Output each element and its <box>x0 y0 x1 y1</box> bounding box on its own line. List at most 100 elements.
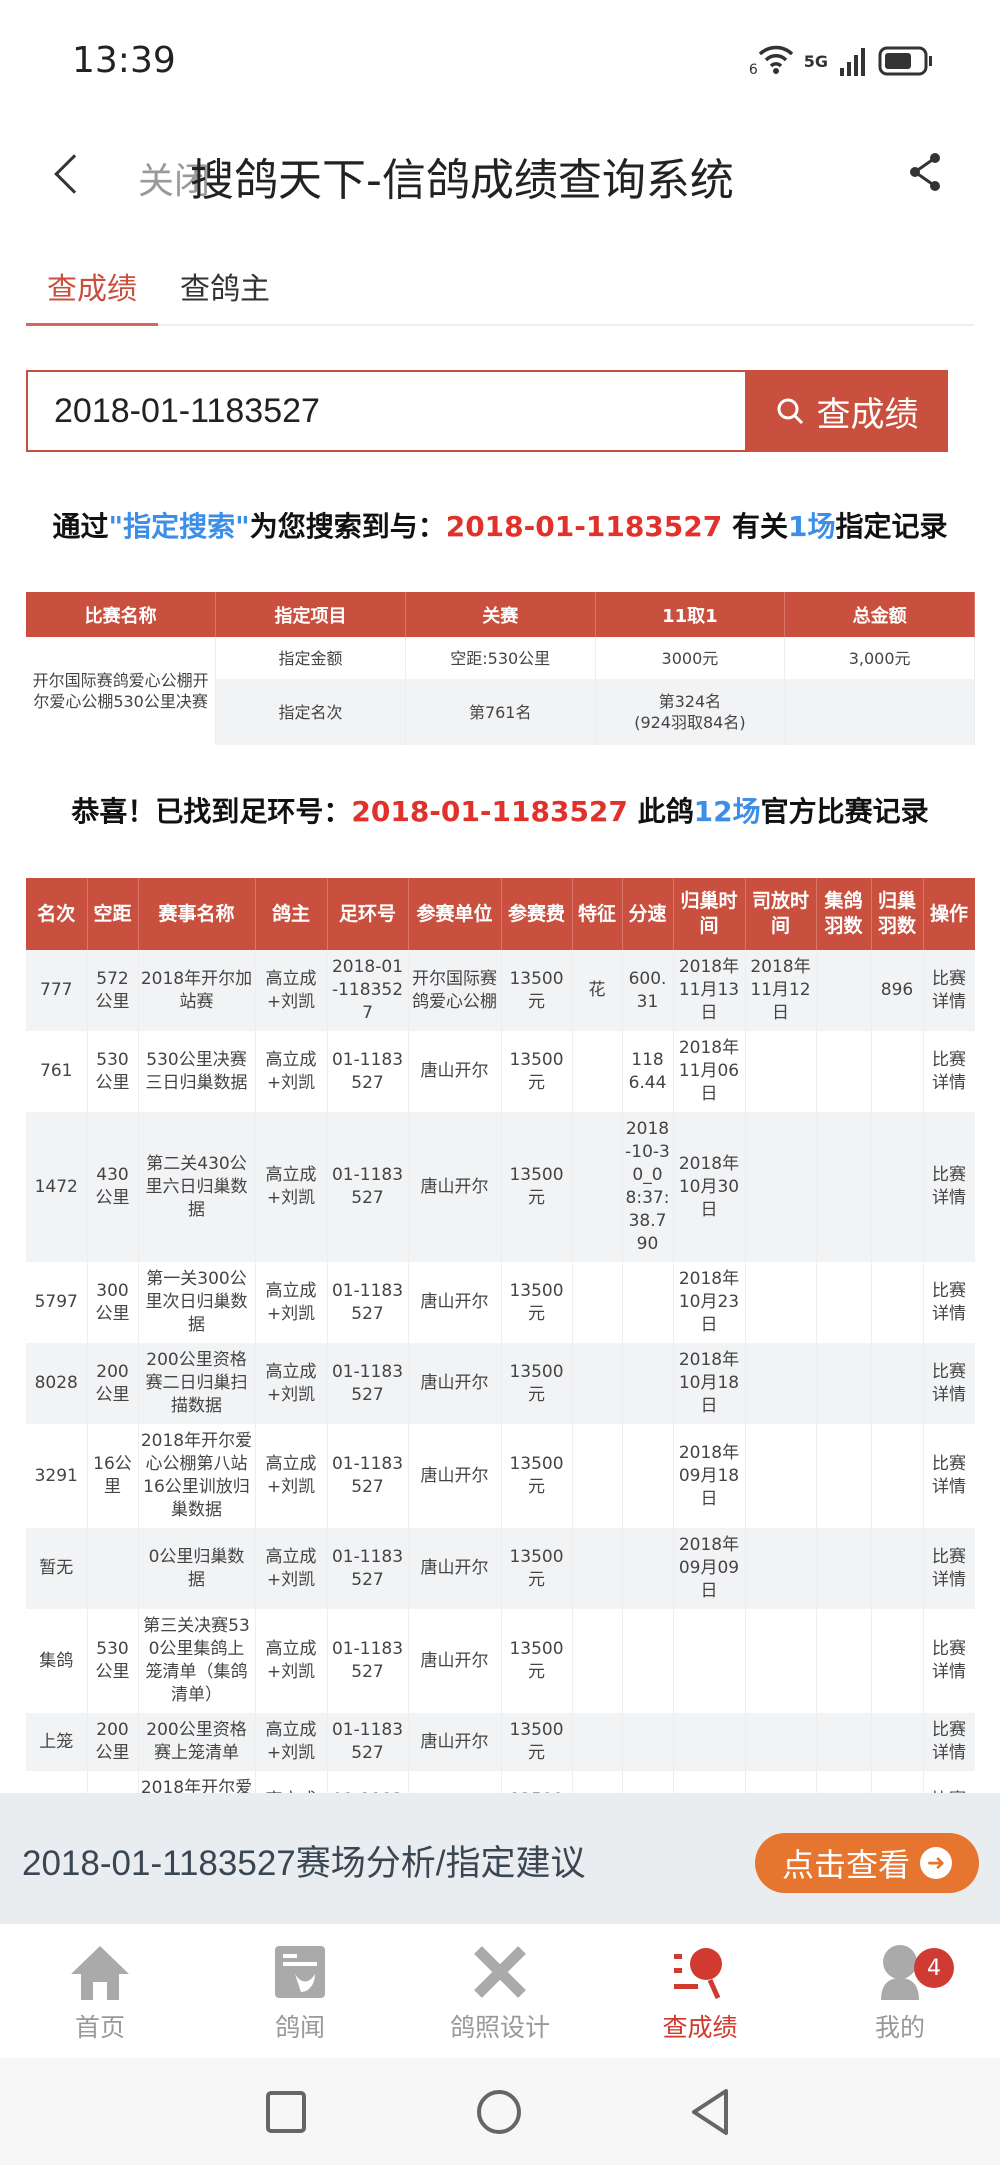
table-cell: 13500元 <box>501 950 573 1031</box>
nav-news[interactable]: 鸽闻 <box>200 1924 400 2058</box>
race-details-link[interactable]: 比赛详情 <box>923 1771 975 1793</box>
table-cell: 01-1183527 <box>327 1031 409 1112</box>
tab-query-results[interactable]: 查成绩 <box>47 272 137 307</box>
table-row: 5797 300公里 第一关300公里次日归巢数据 高立成+刘凯 01-1183527 唐… <box>26 1262 975 1343</box>
table-cell <box>622 1343 674 1424</box>
table-cell: 430公里 <box>87 1112 139 1262</box>
table-row: 761 530公里 530公里决赛三日归巢数据 高立成+刘凯 01-1183527 唐山开… <box>26 1031 975 1112</box>
column-header: 鸽主 <box>255 878 328 950</box>
analysis-banner-text: 2018-01-1183527赛场分析/指定建议 <box>22 1844 586 1883</box>
table-cell: 高立成+刘凯 <box>255 1528 328 1609</box>
search-button[interactable]: 查成绩 <box>745 370 948 452</box>
table-row: 上笼 200公里 200公里资格赛上笼清单 高立成+刘凯 01-1183527 唐山开尔 1… <box>26 1713 975 1771</box>
nav-photo-design[interactable]: 鸽照设计 <box>400 1924 600 2058</box>
table-cell: 集鸽 <box>26 1609 88 1713</box>
table-cell <box>622 1528 674 1609</box>
table-cell: 唐山开尔 <box>408 1771 502 1793</box>
table-cell <box>871 1771 924 1793</box>
back-chevron-icon[interactable] <box>54 154 94 194</box>
table-cell <box>572 1112 623 1262</box>
table-row: 开尔国际赛鸽爱心公棚开尔爱心公棚530公里决赛 指定金额 空距:530公里 30… <box>26 637 975 745</box>
ring-number-input[interactable] <box>26 370 745 452</box>
share-icon[interactable] <box>908 152 942 192</box>
table-cell: 01-1183527 <box>327 1424 409 1528</box>
table-cell: 唐山开尔 <box>408 1112 502 1262</box>
table-cell <box>745 1771 817 1793</box>
close-button[interactable]: 关闭 <box>138 161 211 202</box>
records-table: 名次 空距 赛事名称 鸽主 足环号 参赛单位 参赛费 特征 分速 归巢时间 司放时间 集鸽羽数 归巢羽数… <box>26 878 975 1793</box>
table-cell <box>572 1343 623 1424</box>
table-cell <box>784 679 975 745</box>
table-cell <box>745 1713 817 1771</box>
table-cell: 2018年10月18日 <box>673 1343 746 1424</box>
records-table-scroll[interactable]: 名次 空距 赛事名称 鸽主 足环号 参赛单位 参赛费 特征 分速 归巢时间 司放时间 集鸽羽数 归巢羽数… <box>26 878 975 1793</box>
table-row: 777 572公里 2018年开尔加站赛 高立成+刘凯 2018-01-1183527 开… <box>26 950 975 1031</box>
nav-home[interactable]: 首页 <box>0 1924 200 2058</box>
race-details-link[interactable]: 比赛详情 <box>923 1609 975 1713</box>
view-analysis-label: 点击查看 <box>781 1846 910 1884</box>
race-details-link[interactable]: 比赛详情 <box>923 1713 975 1771</box>
table-cell: 唐山开尔 <box>408 1343 502 1424</box>
search-results-icon <box>674 1948 722 2000</box>
race-details-link[interactable]: 比赛详情 <box>923 1424 975 1528</box>
table-cell: 第324名 (924羽取84名) <box>595 679 786 745</box>
table-cell: 第三关决赛530公里集鸽上笼清单（集鸽清单） <box>138 1609 256 1713</box>
table-cell <box>871 1713 924 1771</box>
table-cell <box>816 1424 872 1528</box>
race-details-link[interactable]: 比赛详情 <box>923 1262 975 1343</box>
active-tab-indicator <box>26 323 158 326</box>
table-cell <box>87 1771 139 1793</box>
tab-query-owner[interactable]: 查鸽主 <box>180 272 270 307</box>
table-cell: 唐山开尔 <box>408 1031 502 1112</box>
column-header: 归巢时间 <box>673 878 746 950</box>
table-cell <box>572 1031 623 1112</box>
table-cell: 5797 <box>26 1262 88 1343</box>
column-header: 分速 <box>622 878 674 950</box>
profile-icon <box>881 1945 919 2000</box>
table-cell: 2018年11月06日 <box>673 1031 746 1112</box>
table-cell: 2018年09月09日 <box>673 1528 746 1609</box>
race-details-link[interactable]: 比赛详情 <box>923 950 975 1031</box>
table-cell <box>87 1528 139 1609</box>
table-cell: 高立成+刘凯 <box>255 1343 328 1424</box>
table-cell <box>745 1609 817 1713</box>
column-header: 名次 <box>26 878 88 950</box>
table-cell <box>622 1424 674 1528</box>
home-circle-icon[interactable] <box>475 2088 523 2136</box>
nav-profile[interactable]: 4 我的 <box>800 1924 1000 2058</box>
table-cell: 空距:530公里 <box>405 637 596 679</box>
race-details-link[interactable]: 比赛详情 <box>923 1112 975 1262</box>
table-cell: 13500元 <box>501 1528 573 1609</box>
table-cell: 13500元 <box>501 1112 573 1262</box>
table-cell <box>622 1771 674 1793</box>
recent-apps-icon[interactable] <box>265 2090 307 2134</box>
table-cell: 01-1183527 <box>327 1609 409 1713</box>
analysis-banner: 2018-01-1183527赛场分析/指定建议 点击查看 ➜ <box>0 1793 1000 1924</box>
table-cell: 13500元 <box>501 1424 573 1528</box>
view-analysis-button[interactable]: 点击查看 ➜ <box>755 1833 979 1893</box>
table-cell: 13500元 <box>501 1343 573 1424</box>
system-nav-bar <box>0 2058 1000 2165</box>
race-details-link[interactable]: 比赛详情 <box>923 1031 975 1112</box>
column-header: 比赛名称 <box>26 592 217 637</box>
race-details-link[interactable]: 比赛详情 <box>923 1528 975 1609</box>
table-cell: 01-1183527 <box>327 1262 409 1343</box>
table-cell <box>871 1609 924 1713</box>
back-triangle-icon[interactable] <box>690 2088 730 2136</box>
home-icon <box>71 1946 129 2000</box>
news-icon <box>275 1946 325 1998</box>
column-header: 指定项目 <box>215 592 406 637</box>
nav-query-results[interactable]: 查成绩 <box>600 1924 800 2058</box>
table-cell: 01-1183527 <box>327 1112 409 1262</box>
table-cell <box>816 1343 872 1424</box>
table-cell <box>816 1713 872 1771</box>
column-header: 集鸽羽数 <box>816 878 872 950</box>
bottom-nav: 首页 鸽闻 鸽照设计 查成绩 4 我的 <box>0 1924 1000 2058</box>
table-cell: 3000元 <box>595 637 786 679</box>
signal-icon <box>840 48 865 76</box>
column-header: 司放时间 <box>745 878 817 950</box>
table-cell: 第一关300公里次日归巢数据 <box>138 1262 256 1343</box>
race-details-link[interactable]: 比赛详情 <box>923 1343 975 1424</box>
table-cell <box>745 1112 817 1262</box>
table-cell: 200公里资格赛二日归巢扫描数据 <box>138 1343 256 1424</box>
